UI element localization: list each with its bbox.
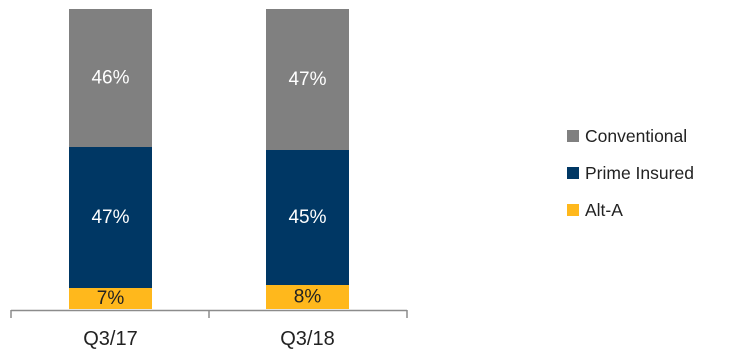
legend-item-conventional: Conventional [567, 126, 694, 146]
x-tick-label-q3-18: Q3/18 [280, 328, 334, 350]
legend-label-alt-a: Alt-A [585, 199, 623, 220]
legend-item-alt-a: Alt-A [567, 200, 694, 220]
x-axis [10, 309, 408, 318]
data-label-alt-a-q3-17: 7% [97, 288, 125, 309]
data-label-conventional-q3-17: 46% [91, 68, 129, 89]
legend-swatch-prime-insured [567, 167, 579, 179]
legend-item-prime-insured: Prime Insured [567, 163, 694, 183]
data-label-prime-insured-q3-18: 45% [288, 207, 326, 228]
bar-prime-insured-q3-17 [69, 147, 152, 288]
bar-alt-a-q3-17 [69, 288, 152, 309]
legend-swatch-conventional [567, 130, 579, 142]
legend-label-conventional: Conventional [585, 125, 688, 146]
legend: Conventional Prime Insured Alt-A [567, 126, 694, 237]
data-label-prime-insured-q3-17: 47% [91, 207, 129, 228]
legend-swatch-alt-a [567, 204, 579, 216]
bar-alt-a-q3-18 [266, 285, 349, 309]
data-label-group: 7% 47% 46% 8% 45% 47% [91, 68, 326, 310]
x-tick-label-group: Q3/17 Q3/18 [83, 328, 334, 350]
bar-conventional-q3-18 [266, 9, 349, 150]
bar-group [69, 9, 349, 309]
bar-prime-insured-q3-18 [266, 150, 349, 285]
x-tick-label-q3-17: Q3/17 [83, 328, 137, 350]
bar-conventional-q3-17 [69, 9, 152, 147]
legend-label-prime-insured: Prime Insured [585, 162, 694, 183]
data-label-conventional-q3-18: 47% [288, 69, 326, 90]
data-label-alt-a-q3-18: 8% [294, 287, 322, 308]
